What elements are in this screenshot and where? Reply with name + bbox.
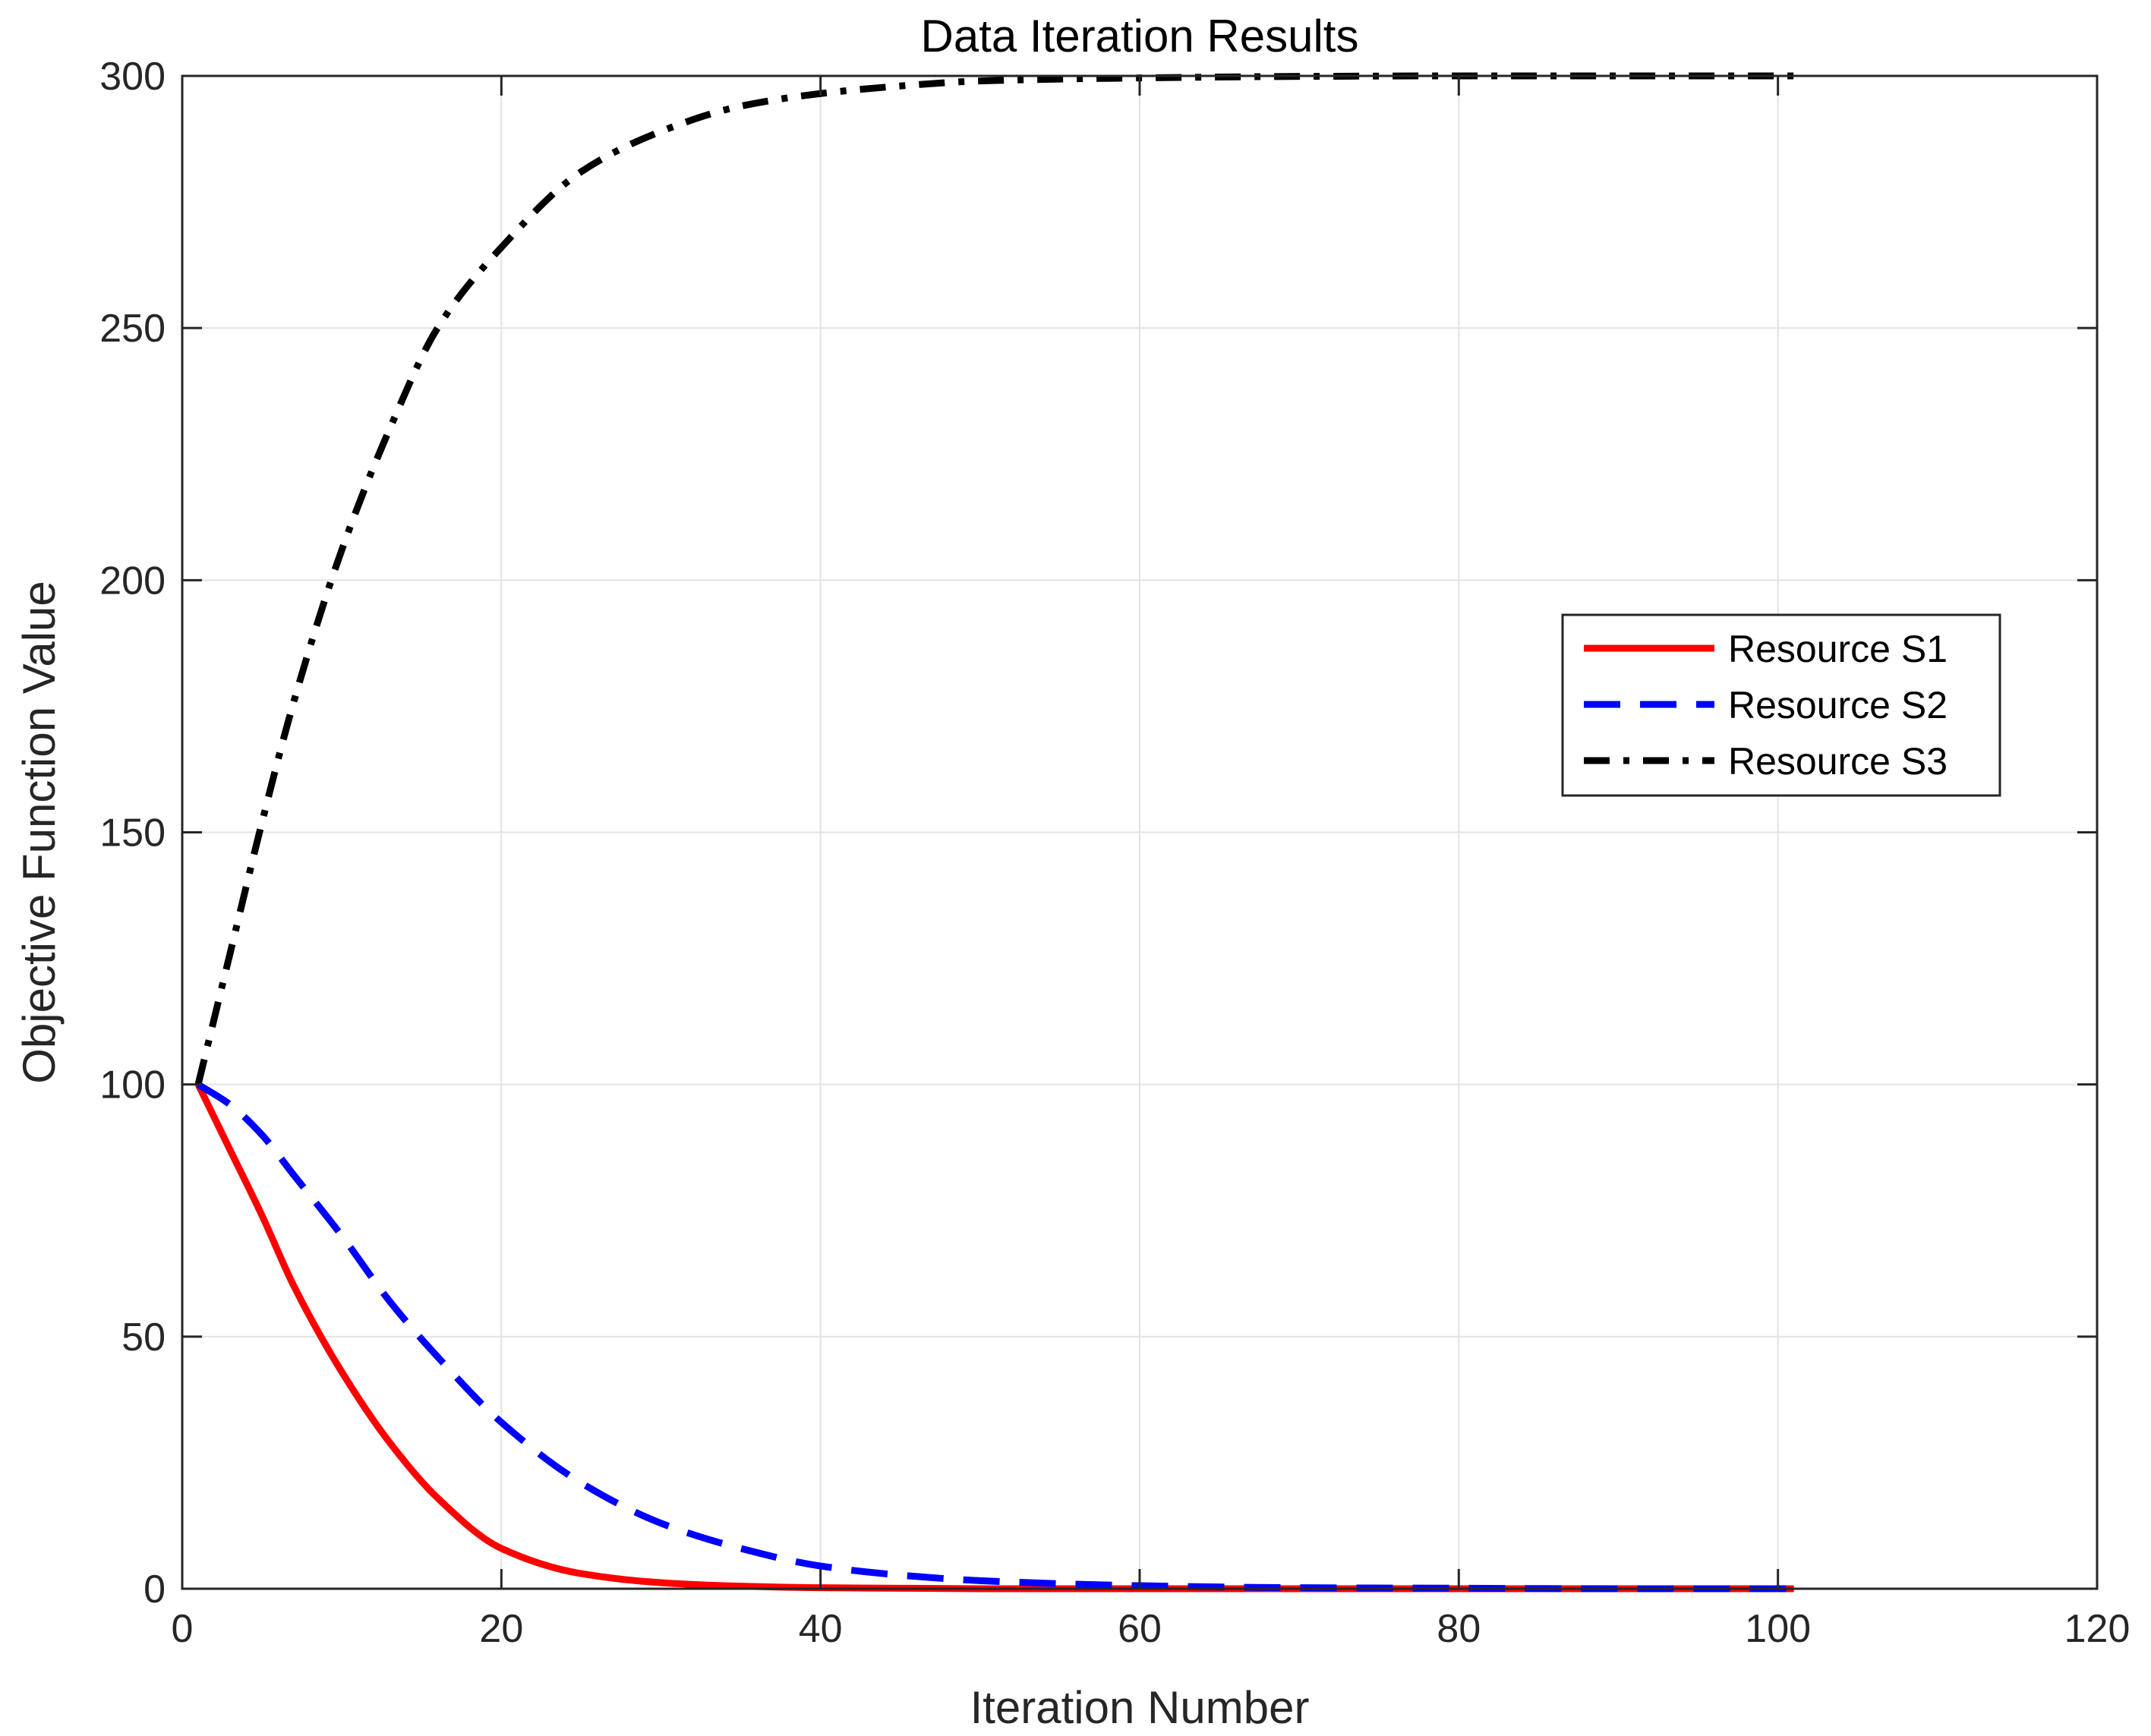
x-axis-title: Iteration Number xyxy=(970,1682,1310,1733)
y-tick-label: 50 xyxy=(121,1315,166,1359)
legend-label-3: Resource S3 xyxy=(1728,740,1948,783)
x-tick-label: 0 xyxy=(172,1607,194,1651)
y-tick-label: 250 xyxy=(99,307,166,351)
y-tick-label: 150 xyxy=(99,811,166,855)
series-line-2 xyxy=(196,1081,1794,1593)
legend: Resource S1 Resource S2 Resource S3 xyxy=(1561,613,2001,797)
y-tick-label: 100 xyxy=(99,1063,166,1107)
x-tick-label: 100 xyxy=(1745,1607,1811,1651)
y-tick-label: 0 xyxy=(144,1567,166,1612)
x-tick-label: 120 xyxy=(2064,1607,2130,1651)
legend-label-2: Resource S2 xyxy=(1728,684,1948,726)
legend-label-1: Resource S1 xyxy=(1728,628,1948,670)
x-tick-label: 80 xyxy=(1437,1607,1481,1651)
y-tick-label: 300 xyxy=(99,55,166,99)
x-tick-label: 60 xyxy=(1118,1607,1162,1651)
x-tick-label: 40 xyxy=(799,1607,843,1651)
chart-title: Data Iteration Results xyxy=(921,11,1359,61)
axis-ticks: 0 20 40 60 80 100 120 0 50 100 150 200 250 300 xyxy=(99,55,2130,1651)
y-tick-label: 200 xyxy=(99,559,166,603)
x-tick-label: 20 xyxy=(479,1607,523,1651)
y-axis-title: Objective Function Value xyxy=(14,581,65,1084)
